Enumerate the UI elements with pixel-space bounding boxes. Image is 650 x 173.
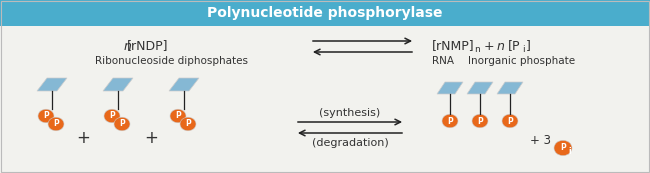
Text: Ribonucleoside diphosphates: Ribonucleoside diphosphates: [95, 56, 248, 66]
Text: (synthesis): (synthesis): [319, 108, 381, 118]
Ellipse shape: [170, 109, 186, 123]
Text: P: P: [109, 112, 115, 121]
Text: Polynucleotide phosphorylase: Polynucleotide phosphorylase: [207, 6, 443, 20]
Text: i: i: [522, 44, 525, 53]
Polygon shape: [37, 78, 67, 91]
Text: $n$: $n$: [496, 39, 505, 52]
Text: + 3: + 3: [530, 134, 551, 147]
Text: P: P: [175, 112, 181, 121]
Ellipse shape: [442, 114, 458, 128]
Text: +: +: [76, 129, 90, 147]
Text: (degradation): (degradation): [311, 138, 389, 148]
Text: [rNDP]: [rNDP]: [127, 39, 169, 52]
Text: [P: [P: [508, 39, 521, 52]
Text: n: n: [474, 44, 480, 53]
Polygon shape: [437, 82, 463, 94]
Ellipse shape: [48, 117, 64, 131]
Ellipse shape: [104, 109, 120, 123]
Text: P: P: [119, 120, 125, 129]
Polygon shape: [497, 82, 523, 94]
Ellipse shape: [180, 117, 196, 131]
Text: P: P: [477, 116, 483, 125]
Text: P: P: [507, 116, 513, 125]
Polygon shape: [467, 82, 493, 94]
Ellipse shape: [38, 109, 54, 123]
Ellipse shape: [554, 140, 572, 156]
Text: +: +: [484, 39, 495, 52]
Text: P: P: [53, 120, 59, 129]
Text: P: P: [560, 143, 566, 153]
Text: P: P: [43, 112, 49, 121]
Text: RNA: RNA: [432, 56, 454, 66]
Polygon shape: [169, 78, 199, 91]
Text: [rNMP]: [rNMP]: [432, 39, 474, 52]
Polygon shape: [103, 78, 133, 91]
Text: P: P: [185, 120, 191, 129]
Text: $n$: $n$: [124, 39, 133, 52]
Text: +: +: [144, 129, 158, 147]
Text: ]: ]: [526, 39, 531, 52]
Ellipse shape: [472, 114, 488, 128]
Ellipse shape: [502, 114, 518, 128]
Text: i: i: [568, 147, 571, 156]
Ellipse shape: [114, 117, 130, 131]
Text: Inorganic phosphate: Inorganic phosphate: [468, 56, 575, 66]
FancyBboxPatch shape: [0, 0, 650, 26]
Text: P: P: [447, 116, 453, 125]
